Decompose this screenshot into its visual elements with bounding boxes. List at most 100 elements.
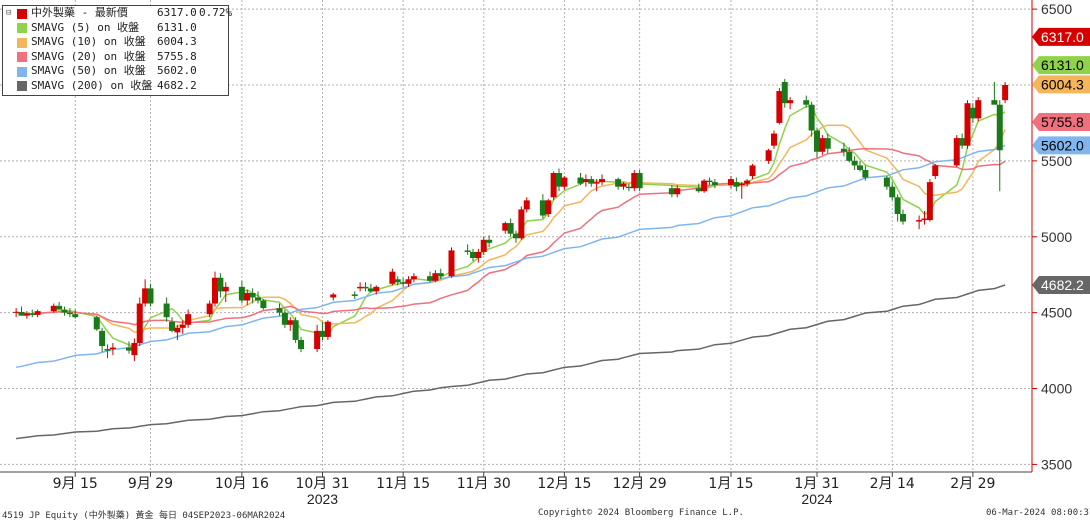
sma-5-line xyxy=(15,105,1006,349)
candle-body xyxy=(464,250,471,252)
last-value-tag: 5755.8 xyxy=(1032,113,1090,132)
legend-entry: SMAVG (10) on 收盤 6004.3 xyxy=(3,35,228,50)
candle-body xyxy=(427,276,433,281)
last-value-tag-bg xyxy=(1032,27,1090,46)
year-label: 2023 xyxy=(307,491,338,507)
candle-body xyxy=(926,182,933,221)
candle-body xyxy=(330,294,337,298)
candle-body xyxy=(163,303,170,318)
legend-series-name: 中外製藥 - 最新價 xyxy=(31,6,128,19)
candle-body xyxy=(104,349,111,351)
candle-body xyxy=(728,179,734,186)
candle-body xyxy=(711,182,718,186)
candle-body xyxy=(550,173,557,198)
candle-body xyxy=(61,309,68,313)
last-value-tag-bg xyxy=(1032,113,1090,132)
candle-body xyxy=(292,320,299,340)
candle-body xyxy=(470,251,476,259)
candle-body xyxy=(217,277,224,292)
candle-body xyxy=(620,183,627,187)
legend-series-name: SMAVG (10) on 收盤 xyxy=(31,35,146,48)
candle-body xyxy=(636,173,643,189)
candle-body xyxy=(851,160,858,166)
last-value-tags: 6317.0 6131.0 6004.3 5755.8 5602.0 4682.2 xyxy=(1032,27,1090,294)
candle-body xyxy=(212,277,218,304)
y-tick-label: 4000 xyxy=(1041,381,1072,397)
candle-body xyxy=(244,292,251,301)
collapse-icon[interactable]: ⊟ xyxy=(6,8,12,18)
x-tick-label: 2月 29 xyxy=(950,476,995,492)
candle-body xyxy=(776,91,783,123)
x-tick-label: 11月 15 xyxy=(376,476,430,492)
candle-body xyxy=(1002,84,1009,101)
candle-body xyxy=(814,130,820,152)
legend-entry: SMAVG (5) on 收盤 6131.0 xyxy=(3,21,228,36)
legend-swatch xyxy=(17,52,27,62)
candle-body xyxy=(319,330,326,337)
candle-body xyxy=(513,233,519,239)
candle-body xyxy=(749,165,756,177)
candle-body xyxy=(373,286,380,292)
footer-security-info: 4519 JP Equity (中外製藥) 黃金 每日 04SEP2023-06… xyxy=(2,511,286,521)
candle-body xyxy=(206,303,213,315)
candle-body xyxy=(921,218,928,221)
last-value-tag-text: 6004.3 xyxy=(1041,76,1084,92)
last-value-tag: 6131.0 xyxy=(1032,56,1090,75)
candle-body xyxy=(674,188,681,195)
candle-body xyxy=(142,288,149,304)
x-tick-label: 2月 14 xyxy=(870,476,915,492)
candle-body xyxy=(991,100,998,105)
legend-series-value: 5755.8 xyxy=(157,49,197,63)
last-value-tag-text: 4682.2 xyxy=(1041,277,1084,293)
candle-body xyxy=(803,100,810,105)
candle-body xyxy=(846,151,853,161)
candle-body xyxy=(668,188,675,195)
candle-body xyxy=(808,104,815,131)
legend-series-name: SMAVG (5) on 收盤 xyxy=(31,20,140,34)
legend-series-value: 4682.2 xyxy=(157,78,197,92)
candle-body xyxy=(29,313,36,315)
candle-body xyxy=(72,314,79,318)
candle-body xyxy=(287,320,294,325)
candle-body xyxy=(733,182,740,187)
candle-body xyxy=(169,321,175,331)
candle-body xyxy=(99,330,106,347)
year-label: 2024 xyxy=(801,491,832,507)
candlesticks xyxy=(13,78,1009,362)
candle-body xyxy=(13,311,20,313)
candle-body xyxy=(432,273,439,281)
candle-body xyxy=(362,286,369,289)
candle-body xyxy=(400,282,407,284)
candle-body xyxy=(179,324,186,328)
candle-body xyxy=(405,279,412,284)
last-value-tag-bg xyxy=(1032,136,1090,155)
candle-body xyxy=(706,180,713,183)
candle-body xyxy=(738,183,745,186)
candle-body xyxy=(351,294,358,296)
candle-body xyxy=(889,186,896,198)
candle-body xyxy=(410,276,417,280)
candle-body xyxy=(599,179,605,183)
candle-body xyxy=(126,347,132,351)
legend-swatch xyxy=(17,23,27,33)
candle-body xyxy=(744,180,751,184)
candle-body xyxy=(518,209,525,239)
candle-body xyxy=(539,200,546,216)
x-tick-label: 12月 15 xyxy=(537,476,591,492)
candle-body xyxy=(66,312,73,315)
legend-swatch xyxy=(17,8,27,19)
candle-body xyxy=(857,165,863,170)
candle-body xyxy=(298,339,304,350)
x-tick-label: 11月 30 xyxy=(457,476,511,492)
legend-series-name: SMAVG (200) on 收盤 xyxy=(31,78,153,92)
candle-body xyxy=(314,330,321,350)
candle-body xyxy=(324,321,331,337)
candle-body xyxy=(781,81,788,104)
last-value-tag-bg xyxy=(1032,56,1090,75)
footer-copyright: Copyright© 2024 Bloomberg Finance L.P. xyxy=(538,508,744,518)
candle-body xyxy=(996,104,1003,151)
candle-body xyxy=(185,314,192,325)
y-tick-label: 5000 xyxy=(1041,229,1072,245)
candle-body xyxy=(448,250,455,277)
